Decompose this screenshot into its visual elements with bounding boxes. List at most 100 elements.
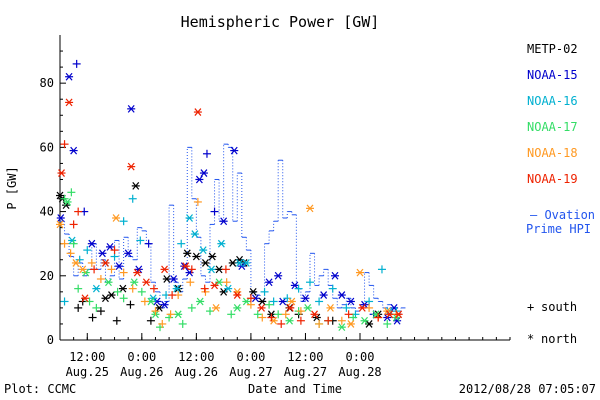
point-metp-02-20 (208, 252, 217, 261)
point-metp-02-6 (96, 307, 105, 316)
plot-area: 02040608012:00Aug.250:00Aug.2612:00Aug.2… (40, 35, 511, 379)
point-noaa-17-11 (130, 278, 139, 287)
point-noaa-19-19 (210, 281, 219, 290)
point-noaa-19-13 (160, 265, 169, 274)
point-noaa-15-2 (72, 59, 81, 68)
point-noaa-19-16 (187, 265, 196, 274)
x-tick-label-date-1: Aug.26 (120, 365, 163, 379)
point-metp-02-10 (118, 284, 127, 293)
point-noaa-16-12 (172, 284, 181, 293)
point-metp-02-21 (215, 265, 224, 274)
point-noaa-17-7 (92, 303, 101, 312)
point-noaa-18-12 (151, 307, 160, 316)
point-noaa-19-5 (81, 294, 89, 303)
point-noaa-18-13 (158, 319, 167, 328)
point-noaa-17-35 (349, 313, 358, 322)
x-tick-label-time-4: 12:00 (287, 350, 323, 364)
point-metp-02-12 (131, 182, 140, 190)
point-noaa-15-3 (69, 146, 78, 155)
point-noaa-16-22 (260, 287, 269, 296)
point-noaa-19-0 (57, 169, 66, 177)
point-noaa-17-28 (274, 310, 283, 319)
point-noaa-17-34 (337, 323, 346, 332)
point-noaa-19-17 (193, 108, 202, 116)
legend-item-metp-02: METP-02 (527, 42, 578, 56)
point-noaa-18-19 (212, 304, 221, 312)
point-noaa-19-20 (221, 265, 230, 274)
point-noaa-16-4 (92, 284, 101, 293)
point-noaa-18-30 (326, 304, 335, 312)
point-noaa-15-18 (195, 175, 204, 184)
point-noaa-16-23 (269, 297, 278, 306)
legend-item-noaa-15: NOAA-15 (527, 68, 578, 82)
point-noaa-15-23 (230, 146, 239, 155)
x-tick-label-date-0: Aug.25 (66, 365, 109, 379)
point-noaa-18-25 (281, 310, 290, 319)
point-noaa-16-1 (68, 236, 77, 245)
point-metp-02-19 (201, 259, 210, 267)
x-tick-label-time-2: 12:00 (178, 350, 214, 364)
point-noaa-19-31 (358, 304, 367, 312)
point-metp-02-11 (126, 300, 135, 309)
x-tick-label-time-1: 0:00 (127, 350, 156, 364)
point-noaa-19-8 (110, 246, 119, 255)
point-noaa-16-3 (83, 246, 92, 255)
x-tick-label-time-0: 12:00 (69, 350, 105, 364)
point-noaa-17-25 (242, 297, 251, 306)
point-noaa-15-28 (278, 297, 287, 306)
point-noaa-18-31 (337, 316, 346, 325)
point-noaa-19-12 (149, 284, 158, 293)
point-noaa-16-9 (136, 236, 145, 245)
point-noaa-19-7 (101, 259, 110, 267)
point-noaa-19-14 (168, 291, 177, 300)
x-axis-label: Date and Time (248, 382, 342, 396)
footer-timestamp: 2012/08/28 07:05:07 (459, 382, 596, 396)
point-noaa-18-29 (315, 319, 324, 328)
point-noaa-16-26 (306, 278, 314, 287)
point-noaa-16-32 (377, 265, 386, 274)
legend-ovation-line2: Prime HPI (526, 222, 591, 236)
point-noaa-15-19 (199, 169, 208, 177)
point-noaa-18-2 (66, 249, 75, 258)
point-noaa-19-22 (246, 294, 255, 303)
point-noaa-16-29 (342, 303, 351, 312)
legend-south-symbol: + (527, 300, 534, 314)
point-noaa-16-7 (119, 217, 128, 226)
chart-title: Hemispheric Power [GW] (181, 13, 380, 31)
point-noaa-15-20 (202, 149, 211, 158)
point-noaa-15-0 (56, 214, 65, 222)
point-noaa-16-17 (207, 265, 216, 274)
point-noaa-17-21 (206, 307, 214, 316)
x-tick-label-date-3: Aug.27 (229, 365, 272, 379)
point-noaa-15-7 (106, 243, 114, 251)
point-noaa-17-29 (285, 316, 294, 325)
point-noaa-15-12 (144, 239, 153, 248)
point-noaa-17-2 (67, 188, 76, 197)
point-noaa-19-24 (267, 313, 276, 322)
point-noaa-18-0 (56, 220, 64, 229)
point-noaa-15-31 (319, 291, 328, 299)
point-noaa-17-10 (119, 294, 128, 303)
point-noaa-19-23 (257, 304, 266, 312)
point-noaa-16-16 (199, 246, 208, 254)
point-noaa-18-8 (112, 214, 121, 222)
point-noaa-18-33 (356, 268, 364, 277)
point-noaa-18-3 (71, 259, 80, 267)
point-noaa-17-8 (104, 278, 113, 287)
point-noaa-18-34 (365, 303, 374, 312)
point-noaa-17-9 (113, 287, 122, 296)
point-noaa-15-34 (346, 297, 355, 306)
point-metp-02-17 (183, 249, 192, 258)
point-noaa-16-15 (190, 230, 199, 238)
point-noaa-17-17 (174, 310, 183, 319)
point-noaa-16-13 (177, 239, 186, 248)
point-noaa-15-30 (301, 294, 310, 303)
point-metp-02-13 (146, 316, 155, 325)
point-noaa-16-28 (328, 284, 337, 293)
point-noaa-16-25 (294, 284, 303, 293)
legend-south-label: south (541, 300, 577, 314)
point-noaa-19-32 (374, 313, 383, 322)
point-noaa-16-8 (128, 194, 137, 203)
point-noaa-15-21 (210, 207, 219, 216)
point-noaa-18-20 (222, 278, 231, 287)
